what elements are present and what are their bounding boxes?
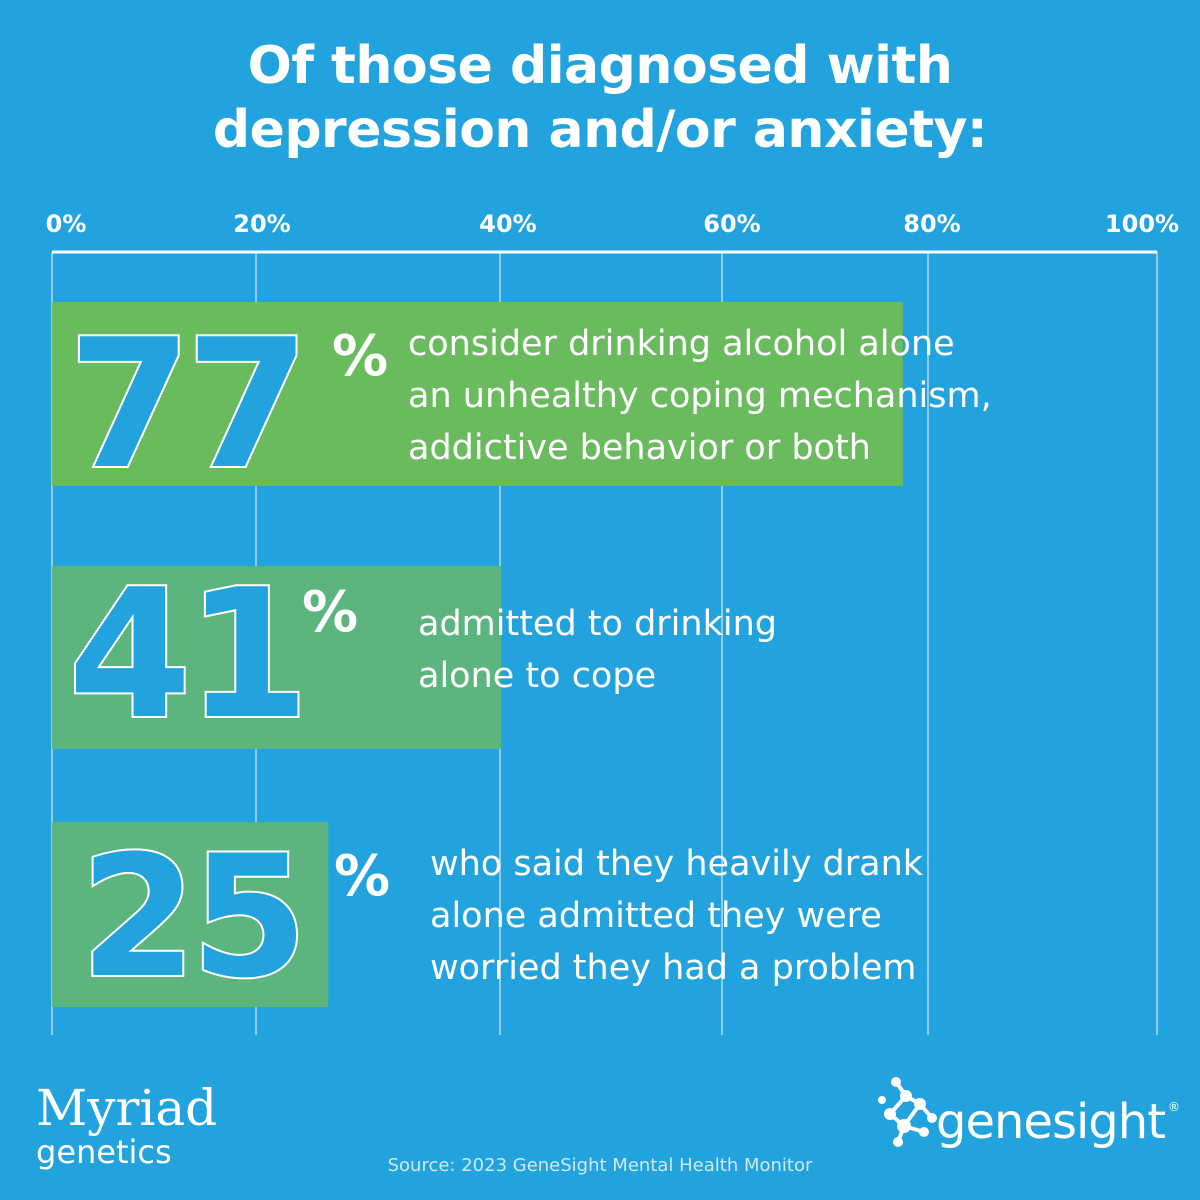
genesight-logo: genesight ® xyxy=(876,1074,1180,1154)
myriad-genetics-logo: Myriad genetics xyxy=(36,1082,217,1170)
chart-title: Of those diagnosed with depression and/o… xyxy=(0,34,1200,162)
source-note: Source: 2023 GeneSight Mental Health Mon… xyxy=(387,1155,813,1176)
bar-description-line: alone to cope xyxy=(418,656,657,696)
bar-value-number: 41 xyxy=(68,551,304,758)
bar-description-line: consider drinking alcohol alone xyxy=(408,324,955,364)
x-tick-label: 20% xyxy=(233,210,290,238)
bar xyxy=(52,822,329,1007)
genetics-logo-word: genetics xyxy=(36,1133,172,1171)
registered-mark: ® xyxy=(1168,1100,1180,1114)
x-tick-label: 40% xyxy=(479,210,536,238)
bar-description-line: who said they heavily drank xyxy=(430,844,924,884)
x-tick-label: 100% xyxy=(1105,210,1179,238)
x-tick-label: 60% xyxy=(703,210,760,238)
genesight-wordmark: genesight xyxy=(936,1094,1166,1150)
bar-description-line: worried they had a problem xyxy=(430,948,917,988)
bar-value-number: 25 xyxy=(80,819,302,1015)
myriad-logo-word: Myriad xyxy=(36,1079,218,1137)
percent-sign: % xyxy=(334,844,390,909)
chart-title-line-1: Of those diagnosed with xyxy=(247,36,953,96)
bar xyxy=(52,566,502,749)
bar-description: who said they heavily drank alone admitte… xyxy=(430,838,923,994)
bar-description: admitted to drinking alone to cope xyxy=(418,598,777,702)
x-tick-label: 0% xyxy=(46,210,87,238)
percent-sign: % xyxy=(302,580,358,645)
bar-description-line: an unhealthy coping mechanism, xyxy=(408,376,992,416)
molecule-dots-icon xyxy=(878,1077,937,1147)
bar-description-line: addictive behavior or both xyxy=(408,428,871,468)
bar-description-line: admitted to drinking xyxy=(418,604,777,644)
chart-title-line-2: depression and/or anxiety: xyxy=(212,100,988,160)
chart-bars xyxy=(52,302,903,1007)
bar-value-number: 77 xyxy=(68,301,304,508)
bar-chart: 0% 20% 40% 60% 80% 100% 77 %41%25% xyxy=(46,210,1179,1035)
x-tick-label: 80% xyxy=(903,210,960,238)
bar xyxy=(52,302,903,486)
bar-description: consider drinking alcohol alone an unheal… xyxy=(408,318,992,474)
percent-sign: % xyxy=(332,324,388,389)
bar-value-labels: 77 %41%25% xyxy=(66,299,390,1017)
x-axis-tick-labels: 0% 20% 40% 60% 80% 100% xyxy=(46,210,1179,238)
bar-description-line: alone admitted they were xyxy=(430,896,882,936)
